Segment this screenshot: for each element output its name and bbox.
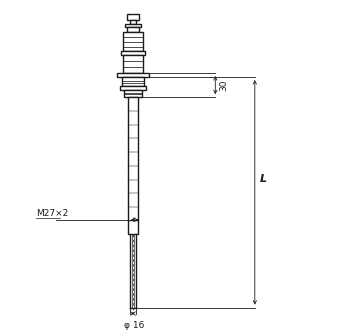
- Bar: [120, 86, 146, 90]
- Bar: [123, 55, 143, 73]
- Bar: [125, 24, 141, 27]
- Bar: [130, 20, 136, 24]
- Bar: [127, 14, 139, 20]
- Bar: [122, 77, 144, 86]
- Bar: [124, 90, 142, 97]
- Text: M27×2: M27×2: [36, 209, 68, 218]
- Text: 30: 30: [219, 79, 228, 91]
- Bar: [117, 73, 149, 77]
- Text: φ 16: φ 16: [125, 321, 145, 330]
- Text: L: L: [259, 174, 267, 184]
- Bar: [121, 51, 145, 55]
- Bar: [127, 27, 139, 32]
- Bar: [128, 97, 138, 234]
- Bar: [123, 32, 143, 51]
